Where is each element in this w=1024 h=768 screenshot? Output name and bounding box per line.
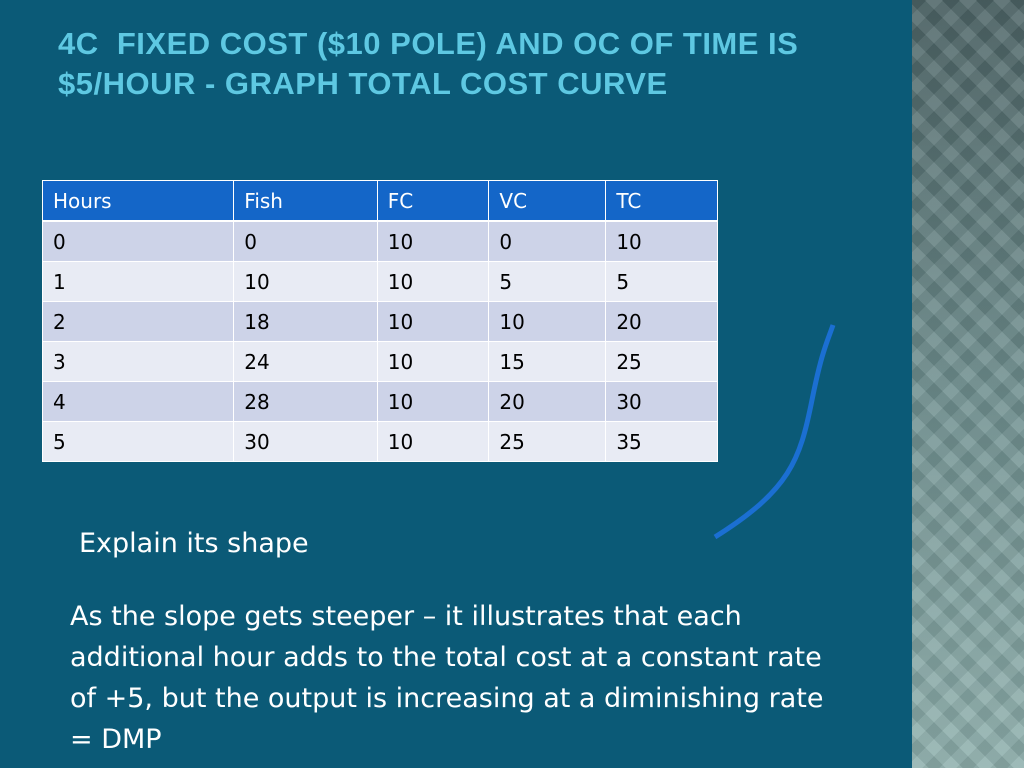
decorative-strip: [912, 0, 1024, 768]
slide-title: 4C FIXED COST ($10 POLE) AND OC OF TIME …: [58, 26, 808, 101]
table-cell: 10: [605, 220, 718, 262]
table-row: 3 24 10 15 25: [41, 341, 718, 382]
table-cell: 24: [233, 341, 378, 382]
table-cell: 10: [376, 220, 490, 262]
table-cell: 0: [41, 220, 235, 262]
question-text: Explain its shape: [79, 528, 309, 559]
table-cell: 10: [376, 341, 490, 382]
table-cell: 0: [233, 220, 378, 262]
table-cell: 10: [233, 261, 378, 302]
table-cell: 5: [41, 421, 235, 462]
table-cell: 5: [488, 261, 607, 302]
table-body: 0 0 10 0 10 1 10 10 5 5 2 18 10 10 20 3 24 10 15 25 4 28 10 20 3…: [41, 220, 718, 462]
curve-sketch: [713, 324, 836, 540]
table-cell: 20: [605, 301, 718, 342]
column-header: VC: [488, 180, 607, 222]
answer-text: As the slope gets steeper – it illustrat…: [70, 601, 824, 755]
table-cell: 10: [376, 301, 490, 342]
table-cell: 4: [41, 381, 235, 422]
table-cell: 10: [376, 381, 490, 422]
table-cell: 28: [233, 381, 378, 422]
table-cell: 10: [376, 261, 490, 302]
table-row: 0 0 10 0 10: [41, 220, 718, 262]
header-row: Hours Fish FC VC TC: [41, 180, 718, 222]
table-cell: 30: [233, 421, 378, 462]
table-row: 5 30 10 25 35: [41, 421, 718, 462]
column-header: FC: [376, 180, 490, 222]
table-cell: 3: [41, 341, 235, 382]
table-cell: 2: [41, 301, 235, 342]
table-cell: 5: [605, 261, 718, 302]
table-cell: 10: [376, 421, 490, 462]
column-header: TC: [605, 180, 718, 222]
column-header: Fish: [233, 180, 378, 222]
table-cell: 25: [488, 421, 607, 462]
table-cell: 35: [605, 421, 718, 462]
table-cell: 20: [488, 381, 607, 422]
table-cell: 25: [605, 341, 718, 382]
table-cell: 30: [605, 381, 718, 422]
column-header: Hours: [41, 180, 235, 222]
table-cell: 15: [488, 341, 607, 382]
table-row: 4 28 10 20 30: [41, 381, 718, 422]
total-cost-curve: [713, 324, 836, 540]
table-row: 2 18 10 10 20: [41, 301, 718, 342]
cost-table: Hours Fish FC VC TC 0 0 10 0 10 1 10 10 5 5 2 18 10 10 20 3 2…: [41, 180, 718, 462]
